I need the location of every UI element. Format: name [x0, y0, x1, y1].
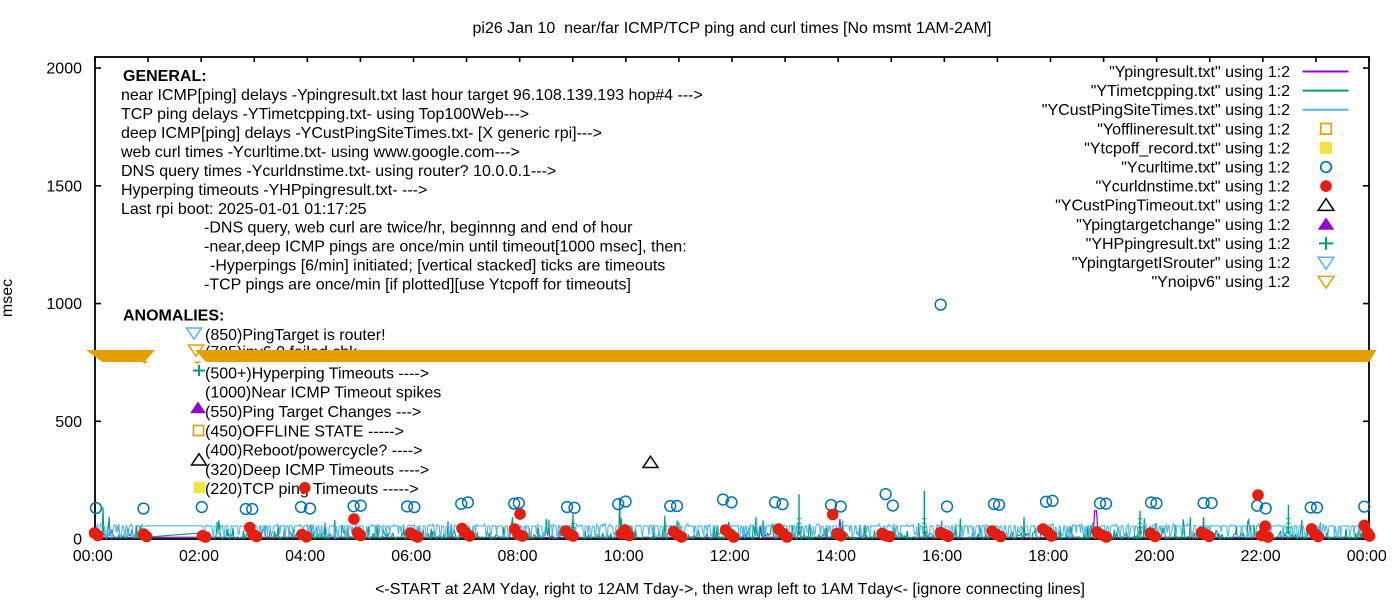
- svg-text:(1000)Near ICMP Timeout spikes: (1000)Near ICMP Timeout spikes: [205, 385, 441, 402]
- svg-text:(500+)Hyperping Timeouts ---->: (500+)Hyperping Timeouts ---->: [205, 365, 429, 382]
- svg-text:"YTimetcpping.txt" using 1:2: "YTimetcpping.txt" using 1:2: [1091, 83, 1290, 100]
- svg-text:08:00: 08:00: [497, 548, 537, 565]
- svg-text:"Ynoipv6" using 1:2: "Ynoipv6" using 1:2: [1151, 274, 1290, 291]
- svg-text:Hyperping timeouts -YHPpingres: Hyperping timeouts -YHPpingresult.txt- -…: [121, 182, 427, 199]
- svg-text:"Ycurltime.txt" using 1:2: "Ycurltime.txt" using 1:2: [1121, 160, 1290, 177]
- svg-text:(550)Ping Target Changes --->: (550)Ping Target Changes --->: [205, 404, 421, 421]
- svg-text:00:00: 00:00: [73, 548, 113, 565]
- svg-text:14:00: 14:00: [816, 548, 856, 565]
- svg-text:pi26 Jan 10 near/far ICMP/TCP: pi26 Jan 10 near/far ICMP/TCP ping and c…: [472, 20, 991, 37]
- svg-text:12:00: 12:00: [710, 548, 750, 565]
- svg-text:1000: 1000: [46, 296, 82, 313]
- svg-text:"Ypingtargetchange" using 1:2: "Ypingtargetchange" using 1:2: [1076, 217, 1290, 234]
- svg-text:10:00: 10:00: [604, 548, 644, 565]
- svg-text:web curl times -Ycurltime.txt-: web curl times -Ycurltime.txt- using www…: [120, 144, 520, 161]
- svg-text:18:00: 18:00: [1028, 548, 1068, 565]
- svg-text:06:00: 06:00: [391, 548, 431, 565]
- svg-text:16:00: 16:00: [922, 548, 962, 565]
- svg-text:"YCustPingSiteTimes.txt" using: "YCustPingSiteTimes.txt" using 1:2: [1042, 102, 1290, 119]
- svg-text:"Yofflineresult.txt" using 1:2: "Yofflineresult.txt" using 1:2: [1097, 121, 1290, 138]
- svg-text:TCP ping delays -YTimetcpping.: TCP ping delays -YTimetcpping.txt- using…: [121, 106, 529, 123]
- svg-text:"YHPpingresult.txt" using 1:2: "YHPpingresult.txt" using 1:2: [1086, 236, 1290, 253]
- svg-text:near ICMP[ping] delays -Ypingr: near ICMP[ping] delays -Ypingresult.txt …: [121, 87, 703, 104]
- svg-text:(450)OFFLINE STATE ----->: (450)OFFLINE STATE ----->: [205, 423, 404, 440]
- svg-text:<-START at 2AM Yday, right to: <-START at 2AM Yday, right to 12AM Tday-…: [375, 581, 1085, 598]
- svg-text:(850)PingTarget is router!: (850)PingTarget is router!: [205, 327, 386, 344]
- svg-text:(320)Deep ICMP Timeouts ---->: (320)Deep ICMP Timeouts ---->: [205, 462, 429, 479]
- svg-text:Last rpi boot: 2025-01-01 01:1: Last rpi boot: 2025-01-01 01:17:25: [121, 201, 367, 218]
- svg-text:(220)TCP ping Timeouts ----->: (220)TCP ping Timeouts ----->: [205, 481, 419, 498]
- svg-text:GENERAL:: GENERAL:: [123, 68, 207, 85]
- svg-text:02:00: 02:00: [179, 548, 219, 565]
- svg-text:1500: 1500: [46, 178, 82, 195]
- svg-text:"YpingtargetISrouter" using 1:: "YpingtargetISrouter" using 1:2: [1072, 255, 1290, 272]
- svg-text:500: 500: [55, 414, 82, 431]
- svg-text:ANOMALIES:: ANOMALIES:: [123, 308, 224, 325]
- svg-text:20:00: 20:00: [1134, 548, 1174, 565]
- svg-text:-DNS query, web curl are twice: -DNS query, web curl are twice/hr, begin…: [204, 220, 633, 237]
- svg-text:DNS query times -Ycurldnstime.: DNS query times -Ycurldnstime.txt- using…: [121, 163, 556, 180]
- svg-text:deep ICMP[ping] delays -YCustP: deep ICMP[ping] delays -YCustPingSiteTim…: [121, 125, 602, 142]
- svg-text:"Ytcpoff_record.txt" using 1:2: "Ytcpoff_record.txt" using 1:2: [1084, 140, 1290, 157]
- svg-text:04:00: 04:00: [285, 548, 325, 565]
- svg-text:"Ycurldnstime.txt" using 1:2: "Ycurldnstime.txt" using 1:2: [1095, 179, 1290, 196]
- svg-text:22:00: 22:00: [1241, 548, 1281, 565]
- svg-text:msec: msec: [0, 279, 16, 317]
- svg-text:"Ypingresult.txt" using 1:2: "Ypingresult.txt" using 1:2: [1109, 64, 1290, 81]
- svg-text:2000: 2000: [46, 61, 82, 78]
- svg-text:"YCustPingTimeout.txt" using 1: "YCustPingTimeout.txt" using 1:2: [1055, 198, 1290, 215]
- svg-text:(400)Reboot/powercycle? ---->: (400)Reboot/powercycle? ---->: [205, 443, 422, 460]
- svg-text:-Hyperpings [6/min] initiated;: -Hyperpings [6/min] initiated; [vertical…: [210, 258, 665, 275]
- svg-text:00:00: 00:00: [1347, 548, 1387, 565]
- svg-text:-TCP pings are once/min [if pl: -TCP pings are once/min [if plotted][use…: [204, 277, 631, 294]
- svg-text:0: 0: [73, 532, 82, 549]
- svg-text:-near,deep ICMP pings are once: -near,deep ICMP pings are once/min until…: [204, 239, 687, 256]
